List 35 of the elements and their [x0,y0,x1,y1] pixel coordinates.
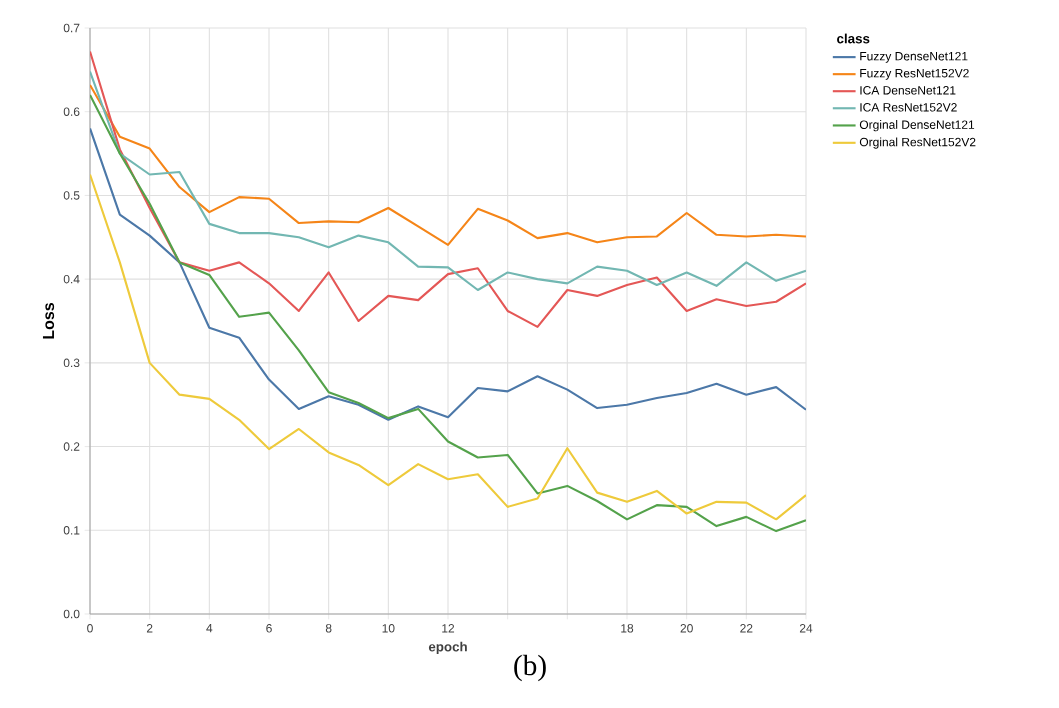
y-tick-label: 0.2 [63,442,80,451]
x-tick-label: 12 [442,624,455,633]
x-axis-title: epoch [428,641,467,655]
x-tick-label: 0 [87,624,93,633]
legend-label: Fuzzy ResNet152V2 [860,68,969,80]
text: (b) [514,654,546,682]
x-tick-label: 22 [740,624,753,633]
y-tick-label: 0.0 [63,609,80,619]
legend-label: Orginal ResNet152V2 [859,137,976,149]
line-series [90,50,807,328]
x-tick-label: 20 [680,624,693,633]
y-tick-label: 0.7 [63,23,80,33]
y-tick-label: 0.5 [63,191,80,200]
x-tick-label: 8 [325,624,332,633]
y-tick-label: 0.3 [63,358,80,368]
legend-label: ICA DenseNet121 [860,86,956,95]
x-tick-label: 18 [621,624,634,633]
y-tick-label: 0.6 [63,107,80,116]
line-series [90,173,807,521]
x-tick-label: 10 [382,624,395,633]
x-tick-label: 6 [266,624,272,633]
x-tick-label: 4 [206,624,213,633]
y-tick-label: 0.4 [63,274,80,284]
legend-title: class [837,33,870,44]
x-tick-label: 24 [799,624,813,633]
y-tick-label: 0.1 [63,526,80,535]
legend-label: Orginal DenseNet121 [859,120,975,132]
line-series [90,127,807,421]
y-axis-title: Loss [42,302,55,339]
line-series [90,93,807,533]
line-series [90,70,807,292]
x-tick-label: 2 [146,624,153,633]
legend-label: ICA ResNet152V2 [860,103,957,112]
line-series [90,83,807,246]
legend-label: Fuzzy DenseNet121 [860,51,968,63]
